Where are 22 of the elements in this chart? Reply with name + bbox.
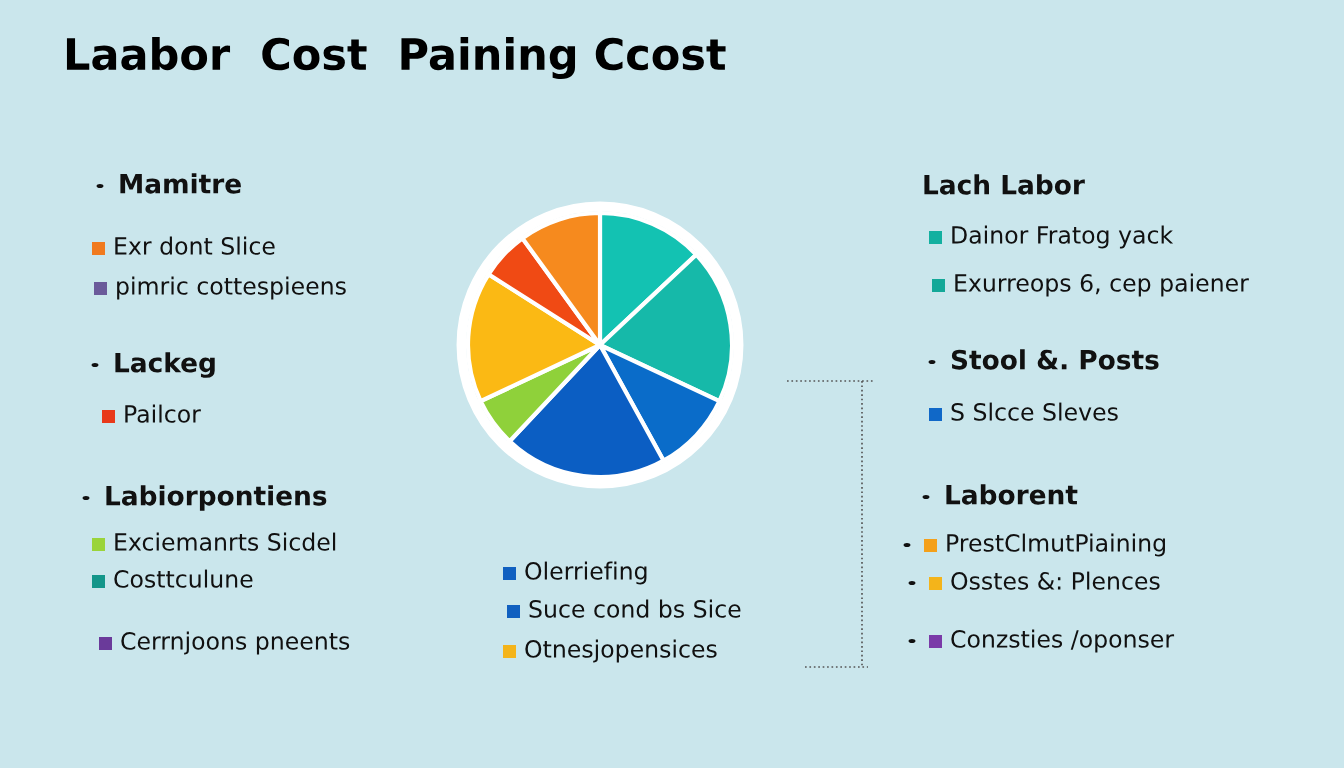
text: Exciemanrts Sicdel — [115, 532, 336, 551]
chart-title: Laabor Cost Paining Ccost — [66, 37, 726, 79]
text: Laborent — [946, 484, 1078, 505]
text: Pailcor — [125, 404, 201, 423]
text: Lach Labor — [924, 174, 1085, 195]
text: Exurreops 6, cep paiener — [955, 273, 1249, 297]
text: Conzsties /oponser — [951, 629, 1175, 653]
text: Mamitre — [120, 173, 241, 194]
text: Dainor Fratog yack — [952, 225, 1174, 249]
text: Costtculune — [114, 569, 253, 588]
text: Exr dont Slice — [115, 236, 275, 255]
text: Suce cond bs Sice — [529, 599, 741, 618]
text: Osstes &: Plences — [951, 571, 1160, 590]
text: Stool &. Posts — [951, 349, 1159, 370]
text: Olerriefing — [525, 561, 647, 585]
text: S Slcce Sleves — [951, 402, 1118, 421]
text: Cerrnjoons pneents — [121, 631, 350, 655]
text: pimric cottespieens — [117, 276, 346, 300]
text: Lackeg — [115, 352, 215, 378]
text: Labiorpontiens — [106, 485, 327, 511]
text: Otnesjopensices — [525, 639, 717, 663]
text: PrestClmutPiaining — [947, 533, 1165, 557]
